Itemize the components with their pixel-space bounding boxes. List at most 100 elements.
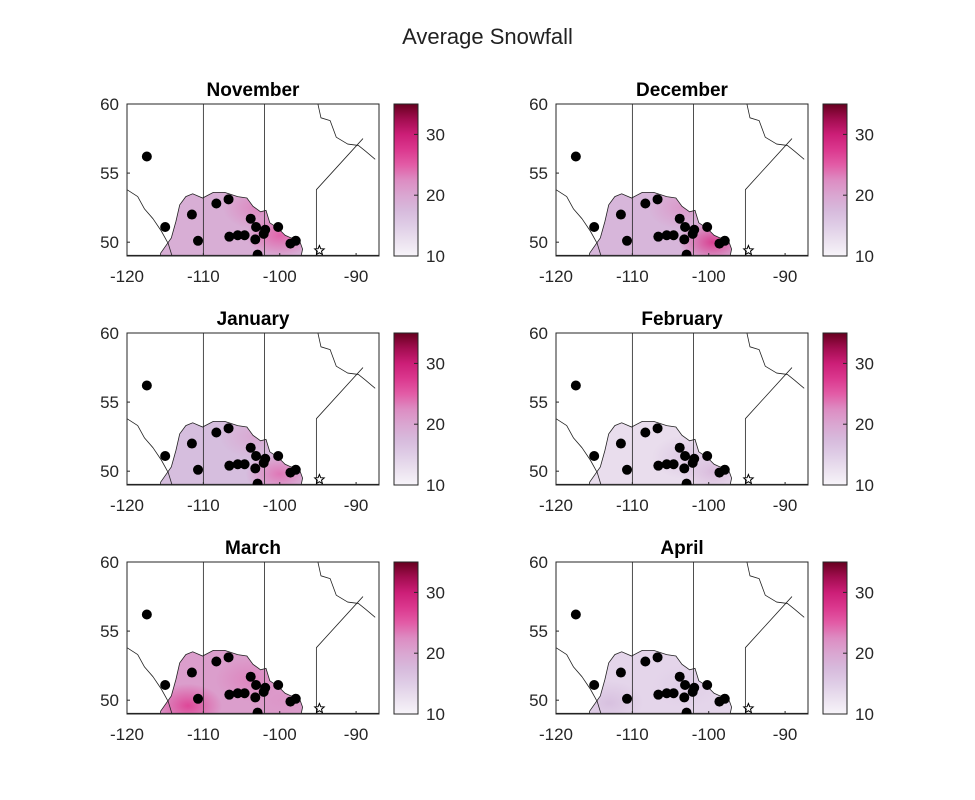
star-marker: [313, 473, 326, 485]
station-marker: [224, 689, 235, 700]
station-marker: [251, 679, 262, 690]
station-marker: [668, 688, 679, 699]
station-marker: [679, 463, 690, 474]
colorbar-tick-label: 10: [855, 476, 874, 495]
station-marker: [245, 442, 256, 453]
colorbar: [822, 103, 848, 257]
x-tick-label: -120: [539, 267, 573, 286]
y-tick-label: 60: [529, 95, 548, 114]
station-marker: [211, 198, 222, 209]
station-marker: [661, 688, 672, 699]
border-mb-on: [315, 367, 364, 485]
station-marker: [260, 682, 271, 693]
station-marker: [223, 652, 234, 663]
station-marker: [652, 194, 663, 205]
station-marker: [232, 459, 243, 470]
y-tick-label: 60: [529, 324, 548, 343]
x-tick-label: -120: [539, 725, 573, 744]
y-tick-label: 60: [100, 95, 119, 114]
station-marker: [661, 230, 672, 241]
y-tick-label: 50: [100, 691, 119, 710]
border-bc-ab: [127, 400, 173, 485]
station-marker: [702, 679, 713, 690]
x-tick-label: -100: [263, 725, 297, 744]
y-tick-label: 60: [100, 553, 119, 572]
colorbar-tick-label: 10: [426, 476, 445, 495]
x-tick-label: -90: [773, 725, 798, 744]
border-mb-on: [744, 367, 793, 485]
map-panel-april: April -120 -110 -100 -90 50 55 60 10 20 30: [529, 538, 874, 744]
x-tick-label: -100: [692, 496, 726, 515]
station-marker: [252, 249, 263, 256]
station-marker: [652, 652, 663, 663]
map-panel-february: February -120 -110 -100 -90 50 55 60 10 20 30: [529, 309, 874, 515]
station-marker: [652, 423, 663, 434]
station-marker: [668, 230, 679, 241]
y-tick-label: 55: [100, 622, 119, 641]
star-marker: [313, 702, 326, 714]
y-tick-label: 60: [529, 553, 548, 572]
station-marker: [232, 230, 243, 241]
x-tick-label: -90: [344, 725, 369, 744]
x-tick-label: -120: [110, 496, 144, 515]
star-marker: [742, 473, 755, 485]
border-mb-on: [315, 596, 364, 714]
station-marker: [615, 209, 626, 220]
panel-title: January: [217, 309, 290, 330]
border-bc-ab: [556, 400, 602, 485]
station-marker: [702, 221, 713, 232]
star-marker: [313, 244, 326, 256]
station-marker: [250, 463, 261, 474]
border-bc-ab: [556, 171, 602, 256]
y-tick-label: 55: [100, 164, 119, 183]
x-tick-label: -110: [616, 267, 649, 286]
colorbar-tick-label: 20: [855, 415, 874, 434]
colorbar-tick-label: 20: [426, 644, 445, 663]
colorbar: [822, 332, 848, 486]
x-tick-label: -110: [616, 496, 649, 515]
panel-title: March: [225, 538, 281, 559]
station-marker: [239, 230, 250, 241]
y-tick-label: 50: [100, 233, 119, 252]
station-marker: [250, 692, 261, 703]
colorbar-tick-label: 10: [426, 247, 445, 266]
station-marker: [239, 459, 250, 470]
y-tick-label: 60: [100, 324, 119, 343]
station-marker: [251, 450, 262, 461]
station-marker: [570, 609, 581, 620]
map-panel-january: January -120 -110 -100 -90 50 55 60 10 20 30: [100, 309, 445, 515]
station-marker: [239, 688, 250, 699]
station-marker: [680, 679, 691, 690]
colorbar: [822, 561, 848, 715]
station-marker: [290, 464, 301, 475]
station-marker: [640, 656, 651, 667]
y-tick-label: 50: [100, 462, 119, 481]
station-marker: [290, 235, 301, 246]
station-marker: [640, 427, 651, 438]
station-marker: [622, 235, 633, 246]
star-marker: [742, 702, 755, 714]
station-marker: [681, 707, 692, 714]
station-marker: [260, 453, 271, 464]
station-marker: [251, 221, 262, 232]
x-tick-label: -110: [616, 725, 649, 744]
colorbar-tick-label: 20: [426, 415, 445, 434]
hudson-bay-coast: [746, 104, 805, 160]
station-marker: [224, 460, 235, 471]
station-marker: [653, 231, 664, 242]
station-marker: [679, 234, 690, 245]
station-marker: [681, 478, 692, 485]
border-mb-on: [744, 138, 793, 256]
panel-title: November: [207, 80, 301, 101]
station-marker: [273, 679, 284, 690]
station-marker: [193, 464, 204, 475]
station-marker: [193, 235, 204, 246]
station-marker: [141, 380, 152, 391]
station-marker: [186, 667, 197, 678]
border-mb-on: [744, 596, 793, 714]
y-tick-label: 55: [529, 164, 548, 183]
colorbar-tick-label: 20: [855, 644, 874, 663]
station-marker: [193, 693, 204, 704]
colorbar: [393, 561, 419, 715]
station-marker: [674, 671, 685, 682]
